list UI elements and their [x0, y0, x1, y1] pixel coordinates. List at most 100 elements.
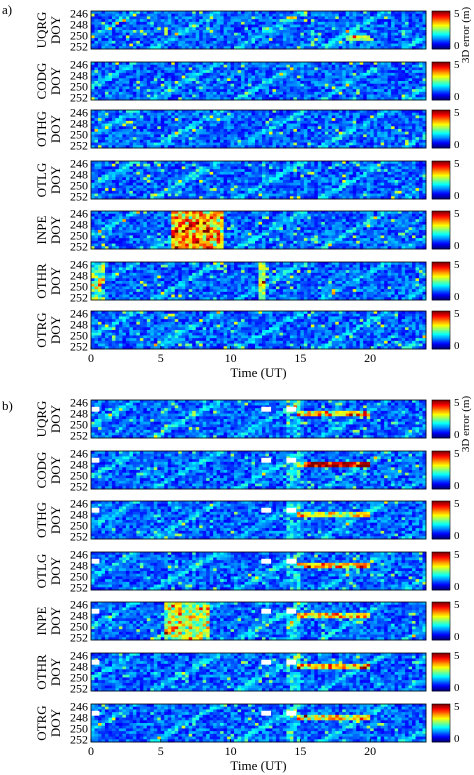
heatmap-cell — [387, 180, 392, 184]
heatmap-cell — [255, 78, 259, 82]
heatmap-cell — [380, 70, 385, 74]
heatmap-cell — [94, 81, 99, 85]
heatmap-cell — [377, 177, 382, 181]
heatmap-cell — [335, 97, 340, 101]
heatmap-cell — [370, 163, 375, 167]
heatmap-cell — [230, 169, 235, 173]
heatmap-cell — [324, 163, 329, 167]
heatmap-cell — [244, 115, 249, 119]
heatmap-cell — [132, 24, 137, 28]
heatmap-cell — [94, 40, 99, 44]
heatmap-cell — [265, 27, 270, 31]
heatmap-cell — [143, 137, 148, 141]
heatmap-cell — [331, 174, 336, 178]
heatmap-cell — [185, 131, 190, 135]
heatmap-cell — [195, 123, 200, 127]
heatmap-cell — [223, 70, 228, 74]
heatmap-cell — [342, 182, 347, 186]
heatmap-cell — [132, 110, 137, 114]
heatmap-cell — [234, 137, 238, 141]
heatmap-cell — [111, 120, 116, 124]
heatmap-cell — [206, 115, 211, 119]
heatmap-cell — [391, 112, 395, 116]
heatmap-cell — [377, 161, 382, 165]
heatmap-cell — [167, 185, 172, 189]
heatmap-cell — [307, 35, 312, 39]
heatmap-cell — [251, 115, 256, 119]
heatmap-cell — [296, 64, 301, 68]
heatmap-cell — [296, 38, 301, 42]
heatmap-cell — [167, 129, 172, 133]
heatmap-cell — [227, 174, 231, 178]
heatmap-cell — [118, 166, 123, 170]
heatmap-cell — [352, 75, 357, 79]
heatmap-cell — [136, 137, 141, 141]
heatmap-cell — [373, 24, 378, 28]
heatmap-cell — [261, 171, 266, 175]
heatmap-cell — [167, 30, 172, 34]
heatmap-cell — [366, 120, 371, 124]
heatmap-cell — [192, 145, 197, 149]
heatmap-cell — [261, 72, 266, 76]
heatmap-cell — [328, 38, 333, 42]
heatmap-cell — [157, 134, 162, 138]
colorbar-tick: 0 — [454, 91, 460, 103]
heatmap-cell — [345, 112, 350, 116]
heatmap-cell — [143, 163, 148, 167]
heatmap-cell — [321, 64, 326, 68]
heatmap-cell — [97, 166, 102, 170]
heatmap-cell — [108, 11, 113, 15]
heatmap-cell — [398, 123, 402, 127]
heatmap-cell — [314, 30, 319, 34]
heatmap-cell — [363, 177, 368, 181]
heatmap-cell — [370, 91, 375, 95]
heatmap-cell — [398, 62, 402, 66]
heatmap-cell — [248, 64, 252, 68]
heatmap-cell — [408, 163, 413, 167]
heatmap-cell — [356, 46, 361, 50]
heatmap-cell — [97, 67, 102, 71]
heatmap-cell — [118, 38, 123, 42]
heatmap-cell — [94, 62, 99, 66]
heatmap-cell — [356, 131, 361, 135]
heatmap-cell — [122, 21, 127, 25]
heatmap-cell — [345, 27, 350, 31]
heatmap-cell — [213, 142, 218, 146]
heatmap-cell — [261, 120, 266, 124]
heatmap-cell — [303, 32, 308, 36]
heatmap-cell — [150, 43, 155, 47]
heatmap-cell — [324, 91, 329, 95]
heatmap-cell — [310, 70, 315, 74]
heatmap-cell — [412, 78, 416, 82]
heatmap-cell — [310, 131, 315, 135]
heatmap-cell — [314, 177, 319, 181]
heatmap-cell — [317, 142, 322, 146]
heatmap-cell — [209, 94, 214, 98]
heatmap-cell — [338, 123, 343, 127]
heatmap-cell — [143, 72, 148, 76]
heatmap-cell — [331, 180, 336, 184]
heatmap-cell — [300, 27, 305, 31]
heatmap-cell — [296, 32, 301, 36]
heatmap-cell — [370, 70, 375, 74]
heatmap-cell — [261, 32, 266, 36]
heatmap-cell — [122, 13, 127, 17]
heatmap-cell — [157, 166, 162, 170]
heatmap-cell — [321, 182, 326, 186]
heatmap-cell — [237, 67, 242, 71]
heatmap-cell — [136, 89, 141, 93]
heatmap-cell — [227, 166, 231, 170]
heatmap-cell — [157, 161, 162, 165]
heatmap-cell — [352, 139, 357, 143]
heatmap-cell — [94, 78, 99, 82]
heatmap-cell — [258, 174, 263, 178]
heatmap-cell — [237, 70, 242, 74]
heatmap-cell — [380, 35, 385, 39]
heatmap-cell — [220, 118, 224, 122]
heatmap-cell — [118, 89, 123, 93]
heatmap-cell — [97, 91, 102, 95]
heatmap-cell — [307, 185, 312, 189]
heatmap-cell — [258, 46, 263, 50]
heatmap-cell — [408, 137, 413, 141]
heatmap-cell — [307, 131, 312, 135]
